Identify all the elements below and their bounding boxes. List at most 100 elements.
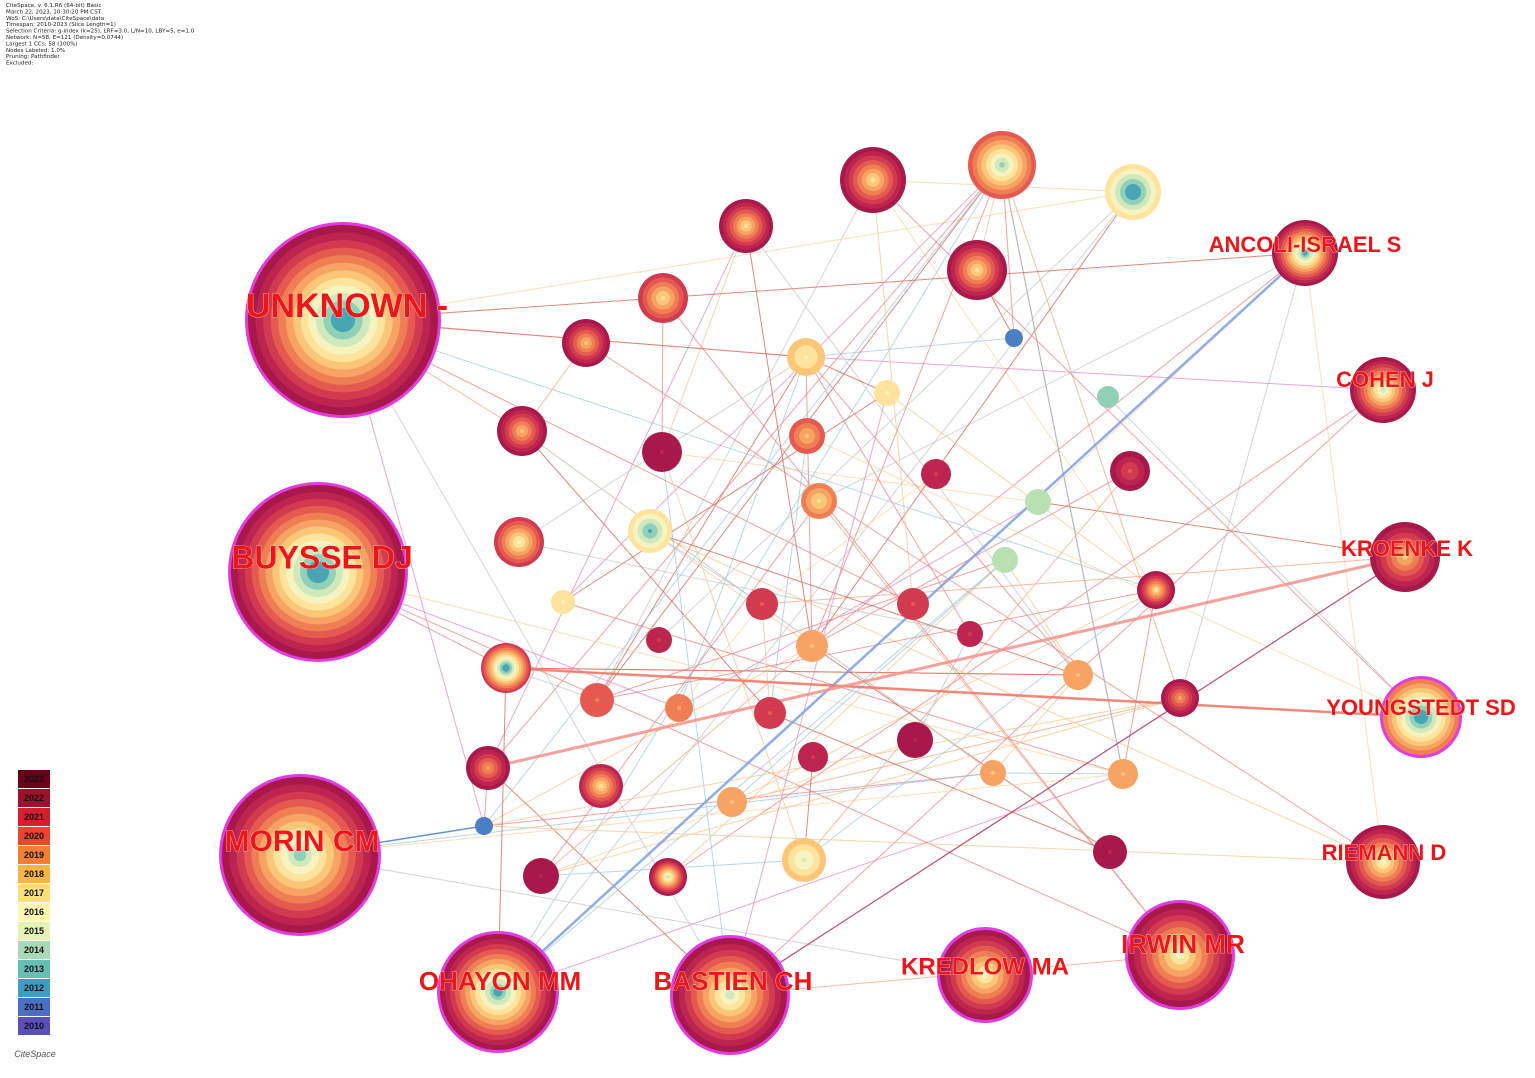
node-core — [1178, 696, 1182, 700]
node — [789, 418, 825, 454]
edge — [805, 356, 1079, 676]
edge — [678, 603, 763, 709]
header-line: Selection Criteria: g-index (k=25), LRF=… — [6, 29, 195, 35]
legend-year: 2011 — [24, 1002, 44, 1012]
edge — [661, 225, 747, 453]
node-core — [293, 848, 307, 862]
edge — [661, 451, 731, 996]
edge — [483, 645, 813, 827]
node — [968, 131, 1036, 199]
node — [638, 273, 688, 323]
node — [1350, 357, 1416, 423]
node-core — [504, 666, 508, 670]
header-line: WoS: C:\Users\data\CiteSpace\data — [6, 16, 104, 22]
node-core — [911, 602, 915, 606]
node-core — [595, 698, 599, 702]
node — [437, 931, 559, 1053]
node-label: BUYSSE DJ — [231, 539, 412, 575]
node — [475, 817, 493, 835]
edge — [992, 674, 1079, 774]
node — [1093, 835, 1127, 869]
node — [719, 199, 773, 253]
node-label: BASTIEN CH — [654, 966, 813, 996]
node-core — [870, 177, 876, 183]
node — [1137, 571, 1175, 609]
node — [782, 838, 826, 882]
edge — [342, 319, 914, 605]
edge — [487, 164, 1003, 769]
edge — [1004, 559, 1079, 676]
edge — [487, 225, 747, 769]
logo: CiteSpace — [14, 1049, 56, 1059]
node — [992, 547, 1018, 573]
legend-year: 2013 — [24, 964, 44, 974]
edge — [761, 556, 1406, 605]
header-line: Excluded: — [6, 61, 33, 67]
node-core — [1154, 588, 1158, 592]
node-core — [1121, 772, 1125, 776]
edge — [1107, 396, 1422, 718]
legend-swatch — [18, 770, 50, 788]
header-line: Nodes Labeled: 1.0% — [6, 48, 65, 54]
node — [754, 697, 786, 729]
edge — [596, 356, 807, 701]
node — [1063, 660, 1093, 690]
node-ring — [475, 817, 493, 835]
node-core — [999, 162, 1005, 168]
node-ring — [1097, 386, 1119, 408]
node — [1272, 220, 1338, 286]
node — [228, 482, 408, 662]
edge — [649, 530, 813, 647]
node — [1108, 759, 1138, 789]
header-line: March 22, 2023, 10:30:20 PM CST — [6, 9, 102, 15]
edge — [497, 252, 1306, 993]
header-line: Timespan: 2010-2023 (Slice Length=1) — [5, 22, 116, 28]
legend-swatch — [18, 922, 50, 940]
node-core — [810, 644, 814, 648]
edge — [1122, 589, 1157, 775]
node-core — [1128, 469, 1132, 473]
edge — [540, 500, 820, 877]
edge — [649, 530, 1079, 676]
node-core — [599, 784, 603, 788]
edge — [487, 555, 1406, 770]
node-core — [885, 391, 889, 395]
node — [481, 643, 531, 693]
node-core — [493, 987, 503, 997]
legend-swatch — [18, 979, 50, 997]
edge — [662, 297, 1181, 956]
nodes — [219, 131, 1462, 1055]
edge — [661, 451, 1039, 503]
edge — [505, 666, 1422, 719]
legend-year: 2020 — [24, 831, 44, 841]
node-core — [974, 267, 980, 273]
node-core — [934, 472, 938, 476]
edges — [299, 164, 1422, 996]
header-line: Pruning: Pathfinder — [6, 54, 60, 60]
node-core — [804, 355, 808, 359]
node — [897, 722, 933, 758]
header-info: CiteSpace, v. 6.1.R6 (64-bit) BasicMarch… — [5, 3, 195, 67]
node-core — [991, 771, 995, 775]
legend-swatch — [18, 1017, 50, 1035]
node — [746, 588, 778, 620]
node-core — [486, 766, 490, 770]
node-core — [1175, 950, 1185, 960]
node-label: RIEMANN D — [1322, 840, 1447, 865]
node — [897, 588, 929, 620]
edge — [521, 430, 771, 714]
node — [219, 774, 381, 936]
node — [665, 694, 693, 722]
node — [801, 483, 837, 519]
legend-year: 2016 — [24, 907, 44, 917]
node-core — [1130, 189, 1136, 195]
legend-year: 2019 — [24, 850, 44, 860]
node-core — [539, 874, 543, 878]
edge — [667, 389, 1384, 878]
legend-year: 2023 — [24, 774, 44, 784]
labels: UNKNOWN - BUYSSE DJ MORIN CM OHAYON MM BASTI… — [224, 232, 1516, 997]
legend-swatch — [18, 865, 50, 883]
edge — [299, 854, 986, 976]
header-line: CiteSpace, v. 6.1.R6 (64-bit) Basic — [6, 3, 101, 9]
legend-swatch — [18, 808, 50, 826]
